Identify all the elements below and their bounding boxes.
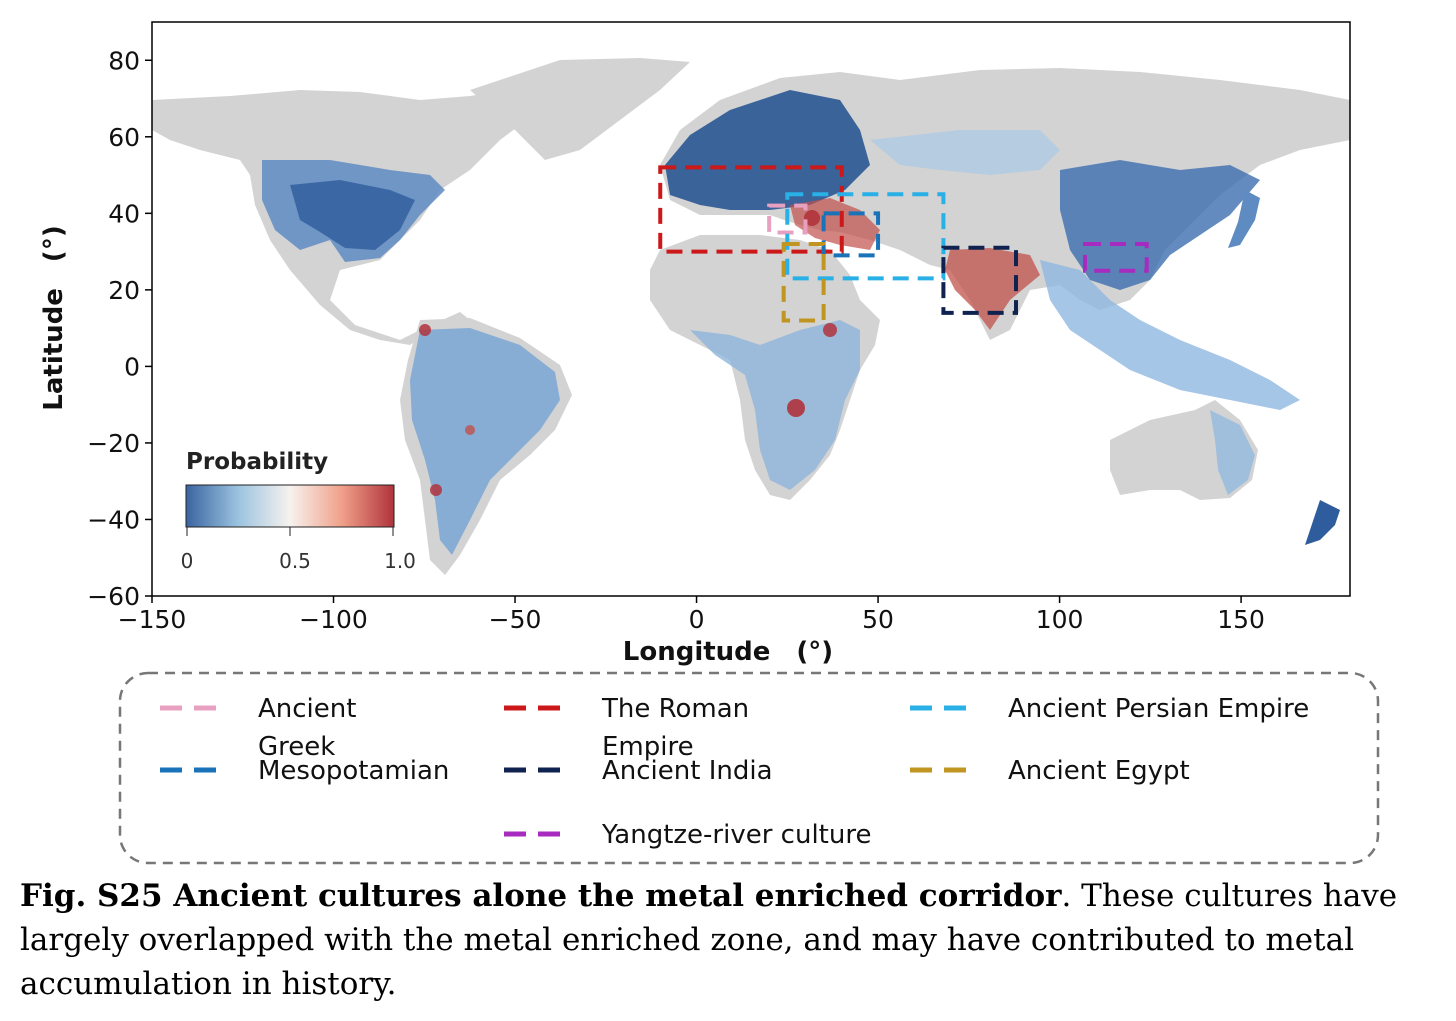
caption-title: Fig. S25 Ancient cultures alone the meta… xyxy=(20,878,1062,914)
legend-label-mesopotamian: Mesopotamian xyxy=(258,756,449,786)
y-tick-label: 20 xyxy=(108,276,140,305)
y-tick-label: −20 xyxy=(87,429,140,458)
legend-label-the-roman-empire: The Roman Empire xyxy=(601,694,749,762)
culture-regions xyxy=(658,165,1149,323)
legend-box xyxy=(118,671,1380,865)
figure-caption: Fig. S25 Ancient cultures alone the meta… xyxy=(20,874,1440,1006)
y-tick-label: 0 xyxy=(124,352,140,381)
south-america-data xyxy=(410,328,560,555)
legend-label-ancient-india: Ancient India xyxy=(602,756,773,786)
colorbar-tick-0: 0 xyxy=(181,549,194,573)
india-hotspot xyxy=(945,248,1040,330)
region-box-ancient-india xyxy=(941,245,1019,315)
caption-text: . These cultures have largely overlapped… xyxy=(20,878,1398,1002)
hotspot-africa-central xyxy=(787,399,805,417)
colorbar-gradient xyxy=(185,484,395,528)
legend-label-yangtze-river-culture: Yangtze-river culture xyxy=(601,820,871,850)
y-tick-label: 60 xyxy=(108,123,140,152)
new-zealand xyxy=(1305,500,1340,545)
region-box-ancient-persian-empire xyxy=(785,192,946,281)
colorbar: Probability 0 0.5 1.0 xyxy=(181,449,416,573)
australia-east-data xyxy=(1210,410,1255,495)
colorbar-title: Probability xyxy=(186,449,328,475)
y-tick-label: 80 xyxy=(108,46,140,75)
legend: Ancient Greek The Roman Empire Ancient Persi… xyxy=(160,694,1309,850)
hotspot-andes xyxy=(430,484,442,496)
y-axis: 80 60 40 20 0 −20 −40 −60 xyxy=(87,46,152,611)
y-tick-label: 40 xyxy=(108,199,140,228)
colorbar-tick-1: 1.0 xyxy=(384,549,416,573)
x-tick-label: 0 xyxy=(689,605,705,634)
asia-data-central xyxy=(870,130,1060,175)
region-box-ancient-egypt xyxy=(781,241,826,323)
legend-label-ancient-persian-empire: Ancient Persian Empire xyxy=(1008,694,1309,724)
legend-label-ancient-greek: Ancient Greek xyxy=(258,694,356,762)
hotspot-balkans xyxy=(804,210,820,226)
greenland-landmass xyxy=(470,58,690,160)
hotspot-mexico xyxy=(419,324,431,336)
x-tick-label: −50 xyxy=(489,605,542,634)
africa-data xyxy=(690,320,860,490)
x-tick-label: 100 xyxy=(1036,605,1084,634)
region-box-the-roman-empire xyxy=(658,165,844,254)
colorbar-tick-05: 0.5 xyxy=(279,549,311,573)
y-tick-label: −40 xyxy=(87,505,140,534)
hotspot-south-america xyxy=(465,425,475,435)
y-tick-label: −60 xyxy=(87,582,140,611)
north-america-core xyxy=(290,180,415,250)
legend-label-ancient-egypt: Ancient Egypt xyxy=(1008,756,1190,786)
hotspot-africa-east xyxy=(823,323,837,337)
x-tick-label: 50 xyxy=(862,605,894,634)
x-axis: −150 −100 −50 0 50 100 150 xyxy=(118,596,1265,634)
europe-data xyxy=(665,90,870,210)
x-axis-title: Longitude (°) xyxy=(623,637,833,667)
asia-data-east xyxy=(1060,160,1260,290)
japan xyxy=(1228,190,1260,248)
region-box-mesopotamian xyxy=(821,211,881,258)
x-tick-label: −150 xyxy=(118,605,187,634)
plot-frame xyxy=(151,21,1351,597)
x-tick-label: −100 xyxy=(299,605,368,634)
y-axis-title: Latitude (°) xyxy=(39,225,69,410)
world-map xyxy=(152,58,1350,575)
x-tick-label: 150 xyxy=(1217,605,1265,634)
asia-data-south xyxy=(1040,260,1300,410)
region-box-ancient-greek xyxy=(767,203,808,235)
region-box-yangtze-river-culture xyxy=(1082,241,1149,273)
